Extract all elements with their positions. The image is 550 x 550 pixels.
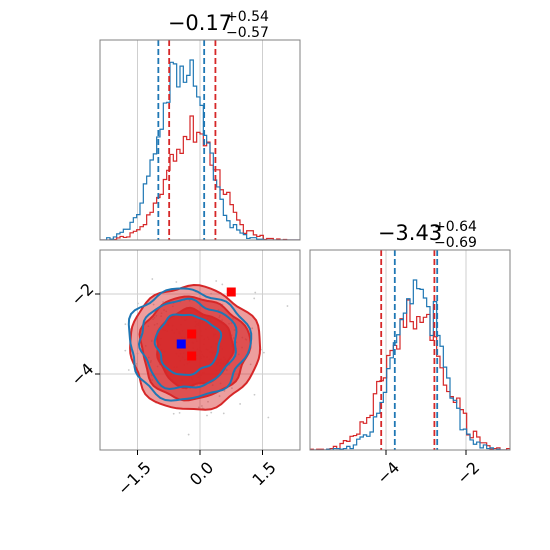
scatter-point bbox=[151, 278, 154, 280]
scatter-point bbox=[127, 369, 130, 371]
contour-line-blue bbox=[137, 297, 238, 391]
marginal-2-title-sub: −0.69 bbox=[434, 235, 477, 251]
scatter-point bbox=[178, 411, 181, 414]
scatter-point bbox=[222, 412, 225, 415]
scatter-point bbox=[206, 414, 208, 417]
marginal-1-panel: −0.17 +0.54 −0.57 bbox=[99, 9, 301, 241]
marginal-2-quantile-lines bbox=[380, 250, 439, 450]
histogram-red bbox=[310, 299, 510, 450]
scatter-point bbox=[253, 393, 256, 396]
scatter-point bbox=[231, 387, 233, 390]
marginal-1-histograms bbox=[100, 59, 300, 240]
joint-y-tick-label: −2 bbox=[67, 279, 97, 309]
joint-y-ticks: −2 −4 bbox=[67, 279, 100, 389]
joint-y-tick-label: −4 bbox=[67, 359, 97, 389]
marginal-1-frame bbox=[99, 39, 301, 241]
marginal-1-title-sub: −0.57 bbox=[226, 25, 269, 41]
joint-contours bbox=[127, 283, 262, 411]
marginal-2-title: −3.43 bbox=[378, 221, 442, 245]
scatter-point bbox=[239, 403, 242, 405]
marginal-1-title-value: −0.17 bbox=[168, 11, 232, 35]
scatter-point bbox=[251, 327, 254, 330]
marker-red bbox=[187, 329, 197, 339]
marginal-2-title-sup: +0.64 bbox=[434, 219, 477, 235]
marginal-2-frame bbox=[309, 249, 511, 451]
scatter-point bbox=[210, 411, 213, 414]
marginal-2-histograms bbox=[310, 279, 510, 450]
scatter-point bbox=[254, 291, 257, 294]
scatter-point bbox=[135, 362, 138, 365]
scatter-point bbox=[218, 395, 221, 397]
marginal-2-x-tick-label: −4 bbox=[373, 458, 403, 488]
scatter-point bbox=[223, 389, 226, 392]
joint-x-tick-label: 0.0 bbox=[186, 458, 217, 489]
histogram-blue bbox=[100, 59, 300, 240]
scatter-point bbox=[210, 292, 213, 295]
scatter-point bbox=[124, 349, 127, 352]
scatter-point bbox=[286, 305, 289, 307]
marginal-1-title-sup: +0.54 bbox=[226, 9, 269, 25]
marginal-2-title-value: −3.43 bbox=[378, 221, 442, 245]
marginal-2-grid bbox=[385, 250, 467, 450]
scatter-point bbox=[197, 406, 200, 409]
marginal-2-x-tick-label: −2 bbox=[453, 458, 483, 488]
histogram-blue bbox=[310, 279, 510, 450]
scatter-point bbox=[162, 301, 164, 303]
scatter-point bbox=[221, 283, 224, 286]
joint-markers bbox=[176, 287, 236, 361]
marginal-1-title: −0.17 bbox=[168, 11, 232, 35]
marginal-1-grid bbox=[137, 40, 263, 240]
marker-red bbox=[187, 351, 197, 361]
scatter-point bbox=[207, 400, 209, 403]
marginal-2-panel: −4 −2 −3.43 +0.64 −0.69 bbox=[309, 219, 511, 488]
scatter-point bbox=[137, 302, 139, 305]
scatter-point bbox=[187, 433, 190, 436]
marginal-1-quantile-lines bbox=[157, 40, 217, 240]
joint-x-tick-label: −1.5 bbox=[114, 458, 155, 499]
marginal-2-x-ticks: −4 −2 bbox=[373, 450, 483, 488]
scatter-point bbox=[262, 351, 265, 354]
scatter-point bbox=[172, 412, 175, 415]
scatter-point bbox=[200, 405, 203, 407]
scatter-point bbox=[124, 323, 127, 326]
joint-x-ticks: −1.5 0.0 1.5 bbox=[114, 450, 280, 499]
joint-panel: −1.5 0.0 1.5 −2 −4 bbox=[67, 249, 301, 499]
scatter-point bbox=[136, 352, 139, 355]
scatter-point bbox=[253, 297, 256, 300]
contour-line-blue bbox=[127, 287, 253, 402]
contour-line-blue bbox=[153, 313, 223, 376]
joint-x-tick-label: 1.5 bbox=[248, 458, 279, 489]
scatter-point bbox=[267, 416, 270, 419]
histogram-red bbox=[100, 115, 300, 240]
scatter-point bbox=[152, 303, 155, 306]
marker-blue bbox=[176, 339, 186, 349]
scatter-point bbox=[215, 280, 218, 282]
scatter-point bbox=[249, 363, 252, 366]
marker-red bbox=[226, 287, 236, 297]
scatter-point bbox=[175, 281, 178, 283]
